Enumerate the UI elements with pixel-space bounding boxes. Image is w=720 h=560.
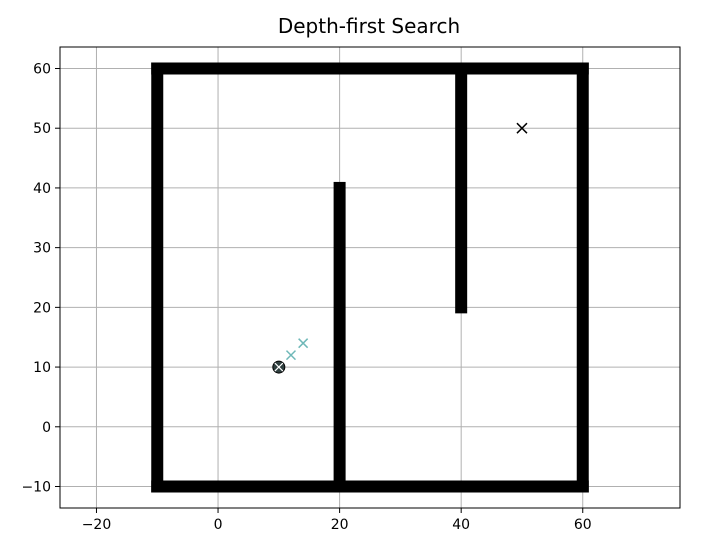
obstacle-wall (455, 62, 468, 314)
obstacle-wall (151, 480, 589, 493)
x-tick-label: 0 (214, 517, 223, 533)
explored-point (298, 338, 309, 349)
obstacle-wall (576, 62, 589, 493)
y-tick-label: 0 (42, 420, 51, 436)
explored-point-stroke (298, 338, 309, 349)
goal-point (516, 122, 528, 134)
start-point-cross (274, 362, 284, 372)
y-tick-label: 60 (33, 61, 51, 77)
explored-point (285, 350, 297, 361)
x-tick-label: 60 (574, 517, 592, 533)
y-tick-label: 10 (33, 360, 51, 376)
y-tick-label: 20 (33, 300, 51, 316)
x-tick-label: 20 (331, 517, 349, 533)
explored-point-stroke (285, 350, 297, 361)
chart-title: Depth-first Search (277, 14, 461, 38)
y-tick-label: 50 (33, 121, 51, 137)
y-tick-label: 40 (33, 181, 51, 197)
obstacle-wall (151, 62, 589, 75)
axes-frame (59, 46, 681, 509)
y-tick-label: −10 (21, 480, 51, 496)
x-tick-label: 40 (452, 517, 470, 533)
obstacle-wall (151, 62, 164, 493)
obstacle-wall (333, 181, 346, 493)
y-tick-label: 30 (33, 241, 51, 257)
x-tick-label: −20 (82, 517, 112, 533)
